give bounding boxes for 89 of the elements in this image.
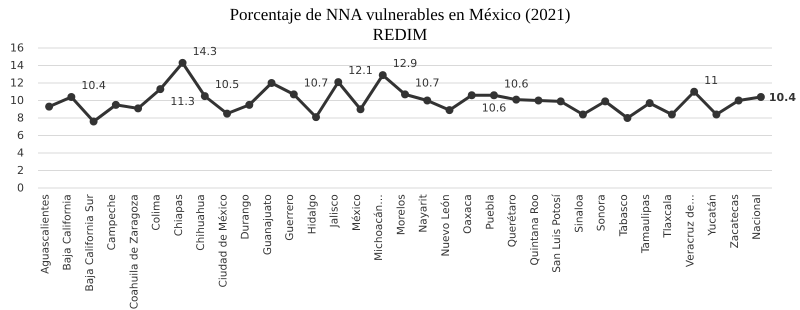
y-tick-label: 8 [17,112,24,125]
data-label: 12.9 [392,57,418,70]
data-label: 10.4 [81,79,106,92]
x-tick-label: México [350,194,363,231]
point [356,105,365,114]
chart-title: Porcentaje de NNA vulnerables en México (2021) [230,5,570,24]
point [490,91,498,100]
point [734,96,743,104]
point [646,99,654,108]
point [423,96,432,104]
point [378,71,387,80]
x-tick-label: Coahuila de Zaragoza [128,194,140,310]
y-tick-label: 12 [10,76,24,90]
point [112,100,120,109]
point [468,91,476,100]
point [668,110,676,118]
x-tick-label: Morelos [395,194,408,236]
point [512,96,520,104]
data-label: 11 [704,74,718,87]
x-tick-label: Durango [240,194,252,240]
data-label: 10.7 [415,76,440,90]
point [268,79,276,87]
y-tick-label: 2 [17,164,24,178]
data-label: 14.3 [192,44,218,58]
x-tick-label: Sonora [596,194,608,232]
point [534,96,542,104]
x-tick-label: Nacional [751,194,764,240]
point [556,97,565,106]
x-tick-label: Jalisco [328,194,341,228]
x-tick-label: Guanajuato [262,194,274,256]
x-tick-label: Guerrero [284,194,296,241]
x-tick-label: Oaxaca [462,194,474,234]
x-tick-label: San Luis Potosí [551,193,564,273]
data-label: 10.5 [214,78,240,92]
x-tick-label: Campeche [106,194,118,250]
x-tick-label: Hidalgo [306,194,318,234]
x-tick-label: Baja California [62,194,74,270]
y-tick-label: 6 [17,129,24,142]
x-tick-label: Nayarit [418,194,430,233]
data-label: 10.4 [768,91,796,104]
point [712,110,720,118]
point [223,110,232,118]
point [690,88,698,96]
x-tick-label: Chihuahua [195,194,208,251]
point [178,58,187,67]
x-tick-label: Nuevo León [440,194,452,256]
data-label: 10.7 [304,76,328,90]
point [578,110,587,118]
data-label: 10.6 [504,77,528,90]
point [134,104,142,112]
x-tick-label: Quintana Roo [528,194,541,266]
point [623,114,632,122]
point [401,90,409,98]
y-tick-label: 16 [10,42,24,55]
point [290,90,298,98]
y-tick-label: 10 [10,94,24,108]
y-tick-label: 14 [10,59,24,72]
x-tick-label: Yucatán [706,194,719,237]
x-tick-label: Colima [150,194,163,231]
x-tick-label: Michoacán… [373,194,386,261]
point [445,106,454,114]
data-label: 11.3 [170,95,195,108]
x-tick-label: Aguascalientes [39,194,52,274]
x-tick-label: Ciudad de México [217,194,230,288]
x-tick-label: Veracruz de… [684,194,696,268]
point [156,85,164,94]
x-tick-label: Tabasco [618,194,630,238]
x-tick-label: Baja California Sur [84,194,96,292]
point [67,93,76,101]
point [90,118,98,126]
y-tick-label: 4 [17,146,24,160]
x-tick-label: Querétaro [506,194,519,248]
x-tick-label: Chiapas [172,194,185,236]
point [601,97,610,106]
point [756,93,765,101]
x-tick-label: Tlaxcala [662,194,674,239]
point [45,102,54,111]
y-tick-label: 0 [17,182,24,195]
chart-subtitle: REDIM [372,25,428,44]
data-label: 10.6 [482,101,506,114]
x-tick-label: Tamaulipas [640,194,652,254]
point [200,92,209,100]
x-tick-label: Sinaloa [573,194,586,233]
x-tick-label: Puebla [484,194,496,230]
point [312,113,320,122]
data-label: 12.1 [348,64,373,78]
point [334,78,342,86]
point [245,100,254,109]
x-tick-label: Zacatecas [728,194,741,248]
